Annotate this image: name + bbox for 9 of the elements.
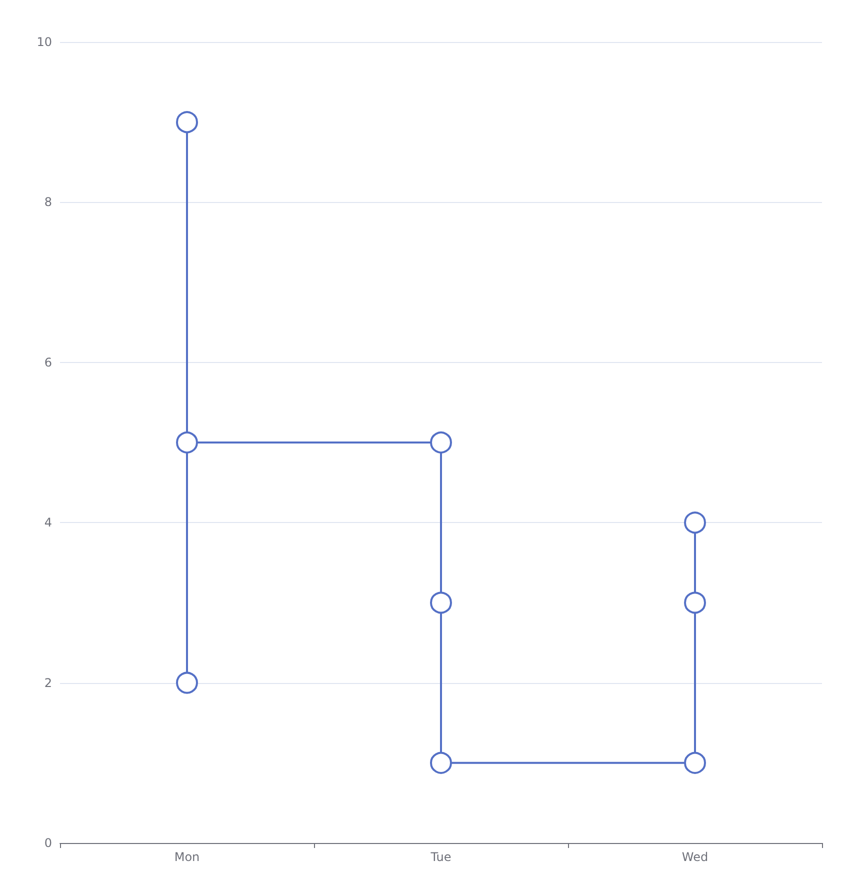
x-tick-label: Tue [430, 850, 452, 864]
y-tick-label: 10 [36, 35, 52, 49]
x-tick-label: Mon [174, 850, 200, 864]
x-tick-label: Wed [682, 850, 708, 864]
y-tick-label: 6 [44, 355, 52, 370]
y-tick-label: 8 [44, 195, 52, 210]
y-tick-label: 0 [44, 836, 52, 850]
y-tick-label: 4 [44, 516, 52, 530]
y-tick-label: 2 [44, 676, 52, 690]
